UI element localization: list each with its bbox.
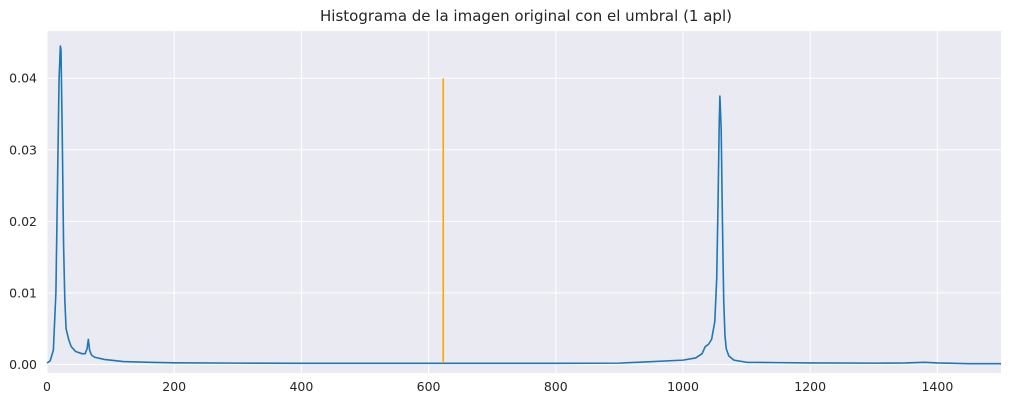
x-tick-label: 1200 [794,379,826,394]
y-tick-label: 0.03 [9,142,37,157]
chart-title: Histograma de la imagen original con el … [320,7,732,25]
y-axis: 0.00 0.01 0.02 0.03 0.04 [9,71,37,372]
x-tick-label: 200 [162,379,186,394]
x-tick-label: 0 [43,379,51,394]
x-tick-label: 400 [289,379,313,394]
y-tick-label: 0.02 [9,214,37,229]
x-axis: 0 200 400 600 800 1000 1200 1400 [43,379,953,394]
x-tick-label: 1400 [921,379,953,394]
x-tick-label: 600 [417,379,441,394]
x-tick-label: 800 [544,379,568,394]
y-tick-label: 0.04 [9,71,37,86]
series-layer [46,45,1001,365]
grid [46,31,1001,373]
y-tick-label: 0.01 [9,285,37,300]
plot-area [47,31,1001,373]
histogram-line [46,45,1001,365]
y-tick-label: 0.00 [9,357,37,372]
x-tick-label: 1000 [667,379,699,394]
